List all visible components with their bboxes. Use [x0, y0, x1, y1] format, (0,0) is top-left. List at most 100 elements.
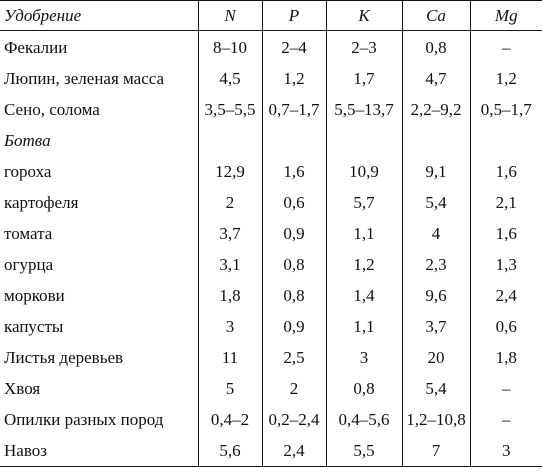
cell-ca: 20 — [401, 342, 470, 373]
table-row: томата 3,7 0,9 1,1 4 1,6 — [0, 218, 542, 249]
header-p: P — [261, 0, 326, 31]
cell-n: 12,9 — [197, 156, 262, 187]
cell-p: 0,9 — [261, 218, 326, 249]
cell-n: 3,1 — [197, 249, 262, 280]
table-row: гороха 12,9 1,6 10,9 9,1 1,6 — [0, 156, 542, 187]
cell-k: 1,1 — [325, 311, 402, 342]
cell-mg: 2,4 — [469, 280, 542, 311]
cell-ca: 5,4 — [401, 187, 470, 218]
cell-p: 1,6 — [261, 156, 326, 187]
cell-ca: 7 — [401, 435, 470, 467]
cell-k: 1,7 — [325, 63, 402, 94]
row-label: Листья деревьев — [4, 348, 124, 367]
cell-p: 2–4 — [261, 30, 326, 63]
table-row: капусты 3 0,9 1,1 3,7 0,6 — [0, 311, 542, 342]
cell-n: 5,6 — [197, 435, 262, 467]
cell-mg: 1,3 — [469, 249, 542, 280]
cell-p: 1,2 — [261, 63, 326, 94]
cell-p: 0,9 — [261, 311, 326, 342]
cell-k: 0,4–5,6 — [325, 404, 402, 435]
header-mg: Mg — [469, 0, 542, 31]
cell-mg: 1,2 — [469, 63, 542, 94]
header-fertilizer: Удобрение — [0, 0, 198, 31]
table-row: Сено, солома 3,5–5,5 0,7–1,7 5,5–13,7 2,2–9,… — [0, 94, 542, 125]
cell-p: 0,8 — [261, 280, 326, 311]
cell-p: 0,2–2,4 — [261, 404, 326, 435]
cell-ca: 2,3 — [401, 249, 470, 280]
cell-mg: 0,6 — [469, 311, 542, 342]
cell-mg: 2,1 — [469, 187, 542, 218]
row-label: Хвоя — [4, 379, 41, 398]
header-row: Удобрение N P K Ca Mg — [0, 0, 542, 31]
cell-mg: 1,8 — [469, 342, 542, 373]
cell-n: 1,8 — [197, 280, 262, 311]
table-row: Люпин, зеленая масса 4,5 1,2 1,7 4,7 1,2 — [0, 63, 542, 94]
cell-ca: 2,2–9,2 — [401, 94, 470, 125]
cell-mg: – — [469, 404, 542, 435]
cell-k: 5,7 — [325, 187, 402, 218]
row-label: Фекалии — [4, 37, 68, 57]
cell-k — [325, 125, 402, 156]
cell-ca: 1,2–10,8 — [401, 404, 470, 435]
header-n: N — [197, 0, 262, 31]
row-label: Люпин, зеленая масса — [4, 69, 165, 88]
cell-k: 1,2 — [325, 249, 402, 280]
table-row: Опилки разных пород 0,4–2 0,2–2,4 0,4–5,6 1,… — [0, 404, 542, 435]
cell-ca: 3,7 — [401, 311, 470, 342]
cell-mg: 1,6 — [469, 156, 542, 187]
cell-p: 0,7–1,7 — [261, 94, 326, 125]
table-row: Листья деревьев 11 2,5 3 20 1,8 — [0, 342, 542, 373]
cell-n: 3,5–5,5 — [197, 94, 262, 125]
table-row: Навоз 5,6 2,4 5,5 7 3 — [0, 435, 542, 467]
cell-mg — [469, 125, 542, 156]
cell-k: 5,5 — [325, 435, 402, 467]
cell-mg: 0,5–1,7 — [469, 94, 542, 125]
cell-p: 2,5 — [261, 342, 326, 373]
header-k: K — [325, 0, 402, 31]
row-label: капусты — [4, 317, 64, 336]
cell-ca: 4 — [401, 218, 470, 249]
cell-k: 5,5–13,7 — [325, 94, 402, 125]
cell-n: 5 — [197, 373, 262, 404]
cell-p: 2,4 — [261, 435, 326, 467]
cell-ca: 9,1 — [401, 156, 470, 187]
cell-mg: – — [469, 30, 542, 63]
table-row: Фекалии 8–10 2–4 2–3 0,8– — [0, 30, 542, 63]
cell-k: 2–3 — [325, 30, 402, 63]
row-label: Сено, солома — [4, 100, 100, 119]
cell-p: 0,8 — [261, 249, 326, 280]
cell-k: 0,8 — [325, 373, 402, 404]
table-row: моркови 1,8 0,8 1,4 9,6 2,4 — [0, 280, 542, 311]
cell-p: 0,6 — [261, 187, 326, 218]
cell-n: 3,7 — [197, 218, 262, 249]
row-label: гороха — [4, 162, 52, 181]
cell-k: 1,4 — [325, 280, 402, 311]
cell-ca: 9,6 — [401, 280, 470, 311]
row-label: огурца — [4, 255, 54, 274]
cell-n: 8–10 — [197, 30, 262, 63]
row-label: томата — [4, 224, 53, 243]
cell-mg: – — [469, 373, 542, 404]
header-ca: Ca — [401, 0, 470, 31]
cell-k: 3 — [325, 342, 402, 373]
table-row: Ботва — [0, 125, 542, 156]
cell-k: 10,9 — [325, 156, 402, 187]
group-label: Ботва — [4, 131, 51, 150]
row-label: моркови — [4, 286, 65, 305]
cell-n: 0,4–2 — [197, 404, 262, 435]
cell-n: 3 — [197, 311, 262, 342]
cell-mg: 3 — [469, 435, 542, 467]
row-label: картофеля — [4, 193, 79, 212]
cell-mg: 1,6 — [469, 218, 542, 249]
cell-n: 11 — [197, 342, 262, 373]
cell-ca: 5,4 — [401, 373, 470, 404]
table-body: Фекалии 8–10 2–4 2–3 0,8– Люпин, зеленая масс… — [0, 30, 542, 467]
table-row: Хвоя 5 2 0,8 5,4– — [0, 373, 542, 404]
cell-p — [261, 125, 326, 156]
row-label: Опилки разных пород — [4, 410, 164, 429]
cell-ca: 0,8 — [401, 30, 470, 63]
cell-p: 2 — [261, 373, 326, 404]
cell-n: 4,5 — [197, 63, 262, 94]
table-row: картофеля 2 0,6 5,7 5,4 2,1 — [0, 187, 542, 218]
